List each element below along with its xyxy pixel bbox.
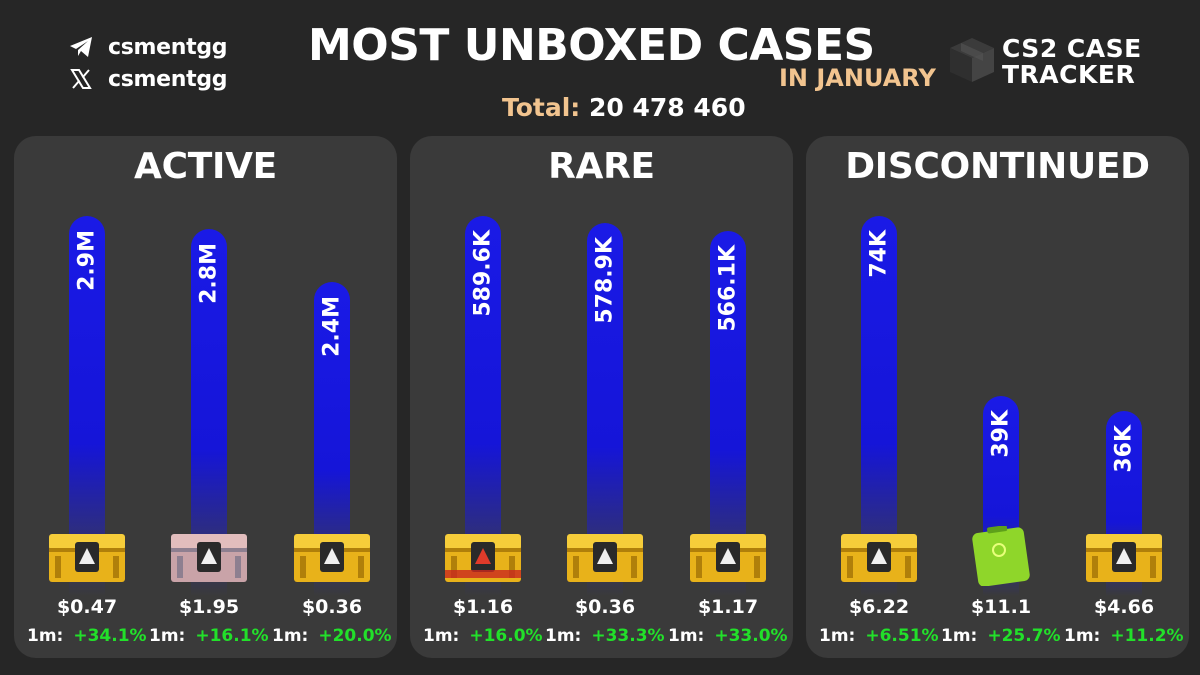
panel-title: RARE: [548, 146, 655, 187]
case-price: $0.36: [574, 596, 636, 618]
price-change: 1m: +33.0%: [668, 626, 788, 646]
change-period: 1m:: [1064, 626, 1101, 646]
total-count: Total: 20 478 460: [502, 93, 746, 122]
gold-case-icon: [1084, 526, 1164, 590]
price-change: 1m: +20.0%: [272, 626, 392, 646]
page-title: MOST UNBOXED CASES: [308, 20, 875, 71]
bar-value-label: 578.9K: [592, 237, 618, 324]
change-value: +16.0%: [469, 626, 543, 646]
bar-value-label: 566.1K: [715, 245, 741, 332]
price-change: 1m: +33.3%: [545, 626, 665, 646]
price-change: 1m: +25.7%: [941, 626, 1061, 646]
change-period: 1m:: [545, 626, 582, 646]
change-value: +25.7%: [987, 626, 1061, 646]
bar-value-label: 36K: [1111, 425, 1137, 473]
change-period: 1m:: [423, 626, 460, 646]
panel-active: ACTIVE 2.9M $0.47 1m: +34.1% 2.8M $1.95 1m: +16…: [14, 136, 397, 658]
bar-value-label: 2.9M: [74, 230, 100, 291]
total-value: 20 478 460: [589, 93, 746, 122]
gold-case-icon: [839, 526, 919, 590]
case-price: $11.1: [970, 596, 1032, 618]
change-period: 1m:: [149, 626, 186, 646]
bar: 589.6K: [465, 216, 501, 596]
header: csmentgg csmentgg MOST UNBOXED CASES IN …: [0, 0, 1200, 135]
price-change: 1m: +16.0%: [423, 626, 543, 646]
box-icon: [950, 38, 994, 82]
price-change: 1m: +6.51%: [819, 626, 939, 646]
gold-case-icon: [688, 526, 768, 590]
change-value: +34.1%: [73, 626, 147, 646]
price-change: 1m: +34.1%: [27, 626, 147, 646]
brand-text: CS2 CASE TRACKER: [1002, 36, 1142, 88]
gold-red-case-icon: [443, 526, 523, 590]
social-handle: csmentgg: [108, 66, 228, 92]
gold-case-icon: [47, 526, 127, 590]
panel-title: ACTIVE: [134, 146, 277, 187]
price-change: 1m: +11.2%: [1064, 626, 1184, 646]
bar-value-label: 2.4M: [319, 296, 345, 357]
social-handle: csmentgg: [108, 34, 228, 60]
page-subtitle: IN JANUARY: [779, 64, 936, 92]
total-label: Total:: [502, 93, 581, 122]
gold-case-icon: [292, 526, 372, 590]
case-price: $1.17: [697, 596, 759, 618]
brand-line2: TRACKER: [1002, 60, 1136, 89]
social-x[interactable]: csmentgg: [68, 66, 228, 92]
bar: 578.9K: [587, 223, 623, 596]
panel-rare: RARE 589.6K $1.16 1m: +16.0% 578.9K $0.36 1m: +…: [410, 136, 793, 658]
change-value: +33.0%: [714, 626, 788, 646]
change-value: +6.51%: [865, 626, 939, 646]
panel-discontinued: DISCONTINUED 74K $6.22 1m: +6.51% 39K $11.1 1m…: [806, 136, 1189, 658]
panel-title: DISCONTINUED: [845, 146, 1150, 187]
change-period: 1m:: [272, 626, 309, 646]
case-price: $0.47: [56, 596, 118, 618]
change-value: +16.1%: [195, 626, 269, 646]
price-change: 1m: +16.1%: [149, 626, 269, 646]
brand-line1: CS2 CASE: [1002, 34, 1142, 63]
telegram-icon: [68, 34, 94, 60]
bar: 74K: [861, 216, 897, 596]
bar: 2.9M: [69, 216, 105, 596]
change-value: +20.0%: [318, 626, 392, 646]
change-period: 1m:: [819, 626, 856, 646]
gold-case-icon: [565, 526, 645, 590]
case-price: $1.16: [452, 596, 514, 618]
change-value: +11.2%: [1110, 626, 1184, 646]
case-price: $1.95: [178, 596, 240, 618]
change-period: 1m:: [27, 626, 64, 646]
bar-value-label: 74K: [866, 230, 892, 278]
brand-logo: CS2 CASE TRACKER: [946, 34, 1176, 94]
bar-value-label: 39K: [988, 410, 1014, 458]
change-period: 1m:: [941, 626, 978, 646]
bar-value-label: 589.6K: [470, 230, 496, 317]
case-price: $4.66: [1093, 596, 1155, 618]
case-price: $6.22: [848, 596, 910, 618]
change-value: +33.3%: [591, 626, 665, 646]
pink-case-icon: [169, 526, 249, 590]
bar-value-label: 2.8M: [196, 243, 222, 304]
x-logo-icon: [68, 66, 94, 92]
social-telegram[interactable]: csmentgg: [68, 34, 228, 60]
green-case-icon: [961, 525, 1041, 590]
case-price: $0.36: [301, 596, 363, 618]
change-period: 1m:: [668, 626, 705, 646]
